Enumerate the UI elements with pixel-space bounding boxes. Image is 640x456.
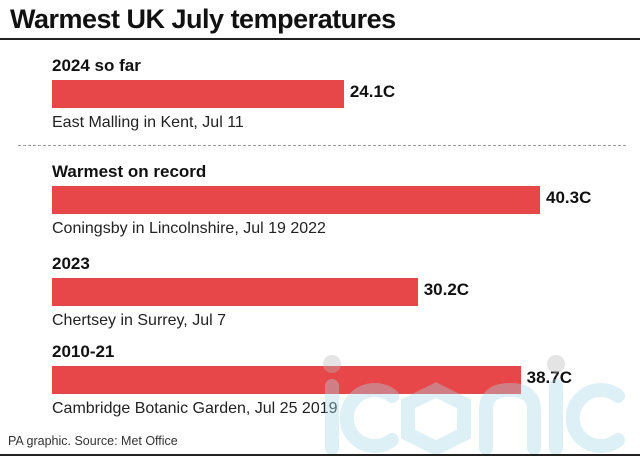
source-credit: PA graphic. Source: Met Office — [8, 434, 178, 448]
bar — [52, 366, 521, 394]
bar-label: 2010-21 — [52, 342, 115, 361]
bar-caption: Coningsby in Lincolnshire, Jul 19 2022 — [52, 220, 326, 237]
bar-caption: East Malling in Kent, Jul 11 — [52, 114, 244, 131]
bar-caption: Chertsey in Surrey, Jul 7 — [52, 312, 226, 329]
watermark-stroke — [565, 383, 625, 453]
bar — [52, 186, 540, 214]
bar-label: 2024 so far — [52, 56, 141, 75]
bar — [52, 80, 344, 108]
bar-group-2024: 2024 so far 24.1C East Malling in Kent, … — [52, 56, 632, 146]
bar-label: Warmest on record — [52, 162, 207, 181]
watermark-stroke — [339, 383, 399, 453]
watermark-dot — [547, 355, 565, 373]
bar-group-2010-21: 2010-21 38.7C Cambridge Botanic Garden, … — [52, 342, 632, 432]
bar-label: 2023 — [52, 254, 90, 273]
bar-group-2023: 2023 30.2C Chertsey in Surrey, Jul 7 — [52, 254, 632, 344]
bar-value-label: 24.1C — [349, 82, 396, 101]
page-title: Warmest UK July temperatures — [10, 4, 396, 34]
dashed-divider — [18, 145, 626, 146]
bar-value-label: 38.7C — [526, 368, 572, 387]
bar-caption: Cambridge Botanic Garden, Jul 25 2019 — [52, 400, 338, 417]
watermark-stroke — [479, 382, 541, 455]
top-divider — [0, 38, 640, 40]
watermark-stroke — [401, 382, 471, 456]
bar — [52, 278, 418, 306]
bar-value-label: 40.3C — [546, 188, 592, 207]
bar-group-record: Warmest on record 40.3C Coningsby in Lin… — [52, 162, 632, 252]
bottom-divider — [0, 454, 640, 456]
watermark-dot — [323, 355, 341, 373]
iconic-watermark-logo — [323, 355, 625, 456]
bar-value-label: 30.2C — [423, 280, 470, 299]
